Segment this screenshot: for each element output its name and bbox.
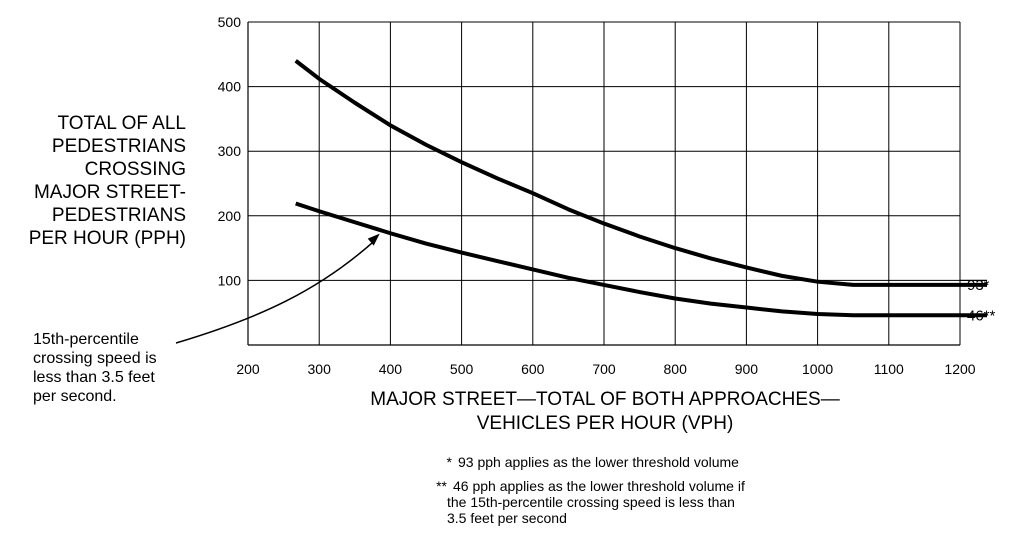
x-tick-label: 700 bbox=[592, 361, 616, 377]
x-tick-label: 900 bbox=[735, 361, 759, 377]
annotation-line: per second. bbox=[33, 388, 117, 405]
y-axis-label: TOTAL OF ALL PEDESTRIANS CROSSING MAJOR … bbox=[6, 112, 186, 250]
series-end-label: 93* bbox=[967, 277, 990, 294]
x-tick-label: 400 bbox=[379, 361, 403, 377]
axes bbox=[247, 22, 960, 346]
tick-labels: 200 300 400 500 600 700 800 900 1000 1100 1200 100 2… bbox=[218, 14, 976, 377]
x-tick-label: 600 bbox=[521, 361, 545, 377]
footnote-2-line: the 15th-percentile crossing speed is le… bbox=[447, 494, 735, 510]
y-axis-label-line: MAJOR STREET- bbox=[33, 182, 186, 203]
annotation-arrow-line bbox=[175, 239, 377, 344]
series-line bbox=[295, 201, 960, 318]
footnote-1-text: 93 pph applies as the lower threshold vo… bbox=[458, 454, 739, 470]
footnote-1: * 93 pph applies as the lower threshold v… bbox=[430, 454, 739, 470]
x-axis-label-line: VEHICLES PER HOUR (VPH) bbox=[476, 413, 734, 434]
x-axis-label-line: MAJOR STREET—TOTAL OF BOTH APPROACHES— bbox=[370, 389, 840, 410]
y-tick-label: 300 bbox=[218, 143, 242, 159]
y-tick-label: 200 bbox=[218, 208, 242, 224]
series-labels: 93* 46** bbox=[967, 277, 996, 324]
annotation-arrow-head bbox=[367, 233, 380, 246]
y-tick-label: 400 bbox=[218, 79, 242, 95]
y-axis-label-line: PEDESTRIANS bbox=[51, 205, 186, 226]
x-tick-label: 1000 bbox=[802, 361, 833, 377]
y-axis-label-line: PEDESTRIANS bbox=[51, 136, 186, 157]
footnote-2-mark: ** bbox=[436, 478, 447, 494]
y-tick-label: 100 bbox=[218, 272, 242, 288]
series-end-label: 46** bbox=[967, 307, 996, 324]
y-axis-label-line: TOTAL OF ALL bbox=[57, 113, 186, 134]
annotation-line: 15th-percentile bbox=[33, 331, 139, 348]
x-axis-label: MAJOR STREET—TOTAL OF BOTH APPROACHES— V… bbox=[300, 388, 910, 436]
y-axis-label-line: CROSSING bbox=[84, 159, 186, 180]
annotation-line: crossing speed is bbox=[33, 350, 157, 367]
series-lines bbox=[294, 59, 987, 318]
x-tick-label: 300 bbox=[308, 361, 332, 377]
grid bbox=[247, 21, 987, 345]
x-tick-label: 200 bbox=[236, 361, 260, 377]
footnote-2: ** 46 pph applies as the lower threshold … bbox=[425, 478, 745, 526]
footnote-2-line: 3.5 feet per second bbox=[447, 510, 567, 526]
annotation-text: 15th-percentile crossing speed is less t… bbox=[33, 330, 203, 406]
footnote-1-mark: * bbox=[446, 454, 452, 470]
annotation-arrow bbox=[175, 233, 380, 344]
x-tick-label: 1100 bbox=[874, 361, 904, 377]
x-tick-label: 800 bbox=[664, 361, 688, 377]
footnote-2-line: 46 pph applies as the lower threshold vo… bbox=[453, 478, 745, 494]
y-axis-label-line: PER HOUR (PPH) bbox=[28, 228, 186, 249]
annotation-line: less than 3.5 feet bbox=[33, 369, 155, 386]
x-tick-label: 500 bbox=[450, 361, 474, 377]
series-line bbox=[294, 59, 960, 287]
y-tick-label: 500 bbox=[218, 14, 242, 30]
x-tick-label: 1200 bbox=[944, 361, 975, 377]
